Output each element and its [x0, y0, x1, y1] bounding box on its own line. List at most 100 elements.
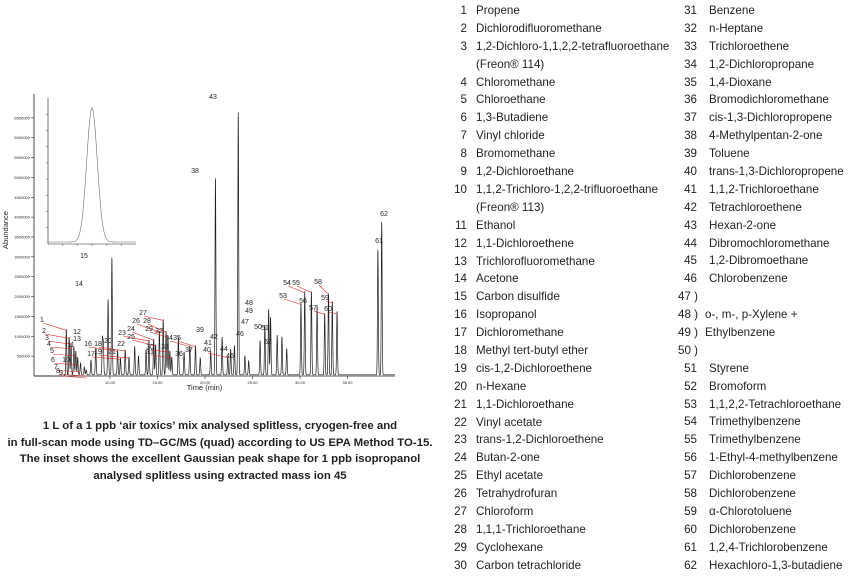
compound-name: Carbon tetrachloride [476, 558, 582, 572]
compound-number: 18 [454, 343, 467, 357]
compound-number: 20 [454, 379, 467, 393]
peak-label: 42 [210, 334, 218, 341]
compound-item: 24 Butan-2-one [448, 449, 678, 467]
peak-leader-line [150, 354, 172, 359]
compound-name: Dichloromethane [476, 326, 564, 340]
compound-item: 39 Toluene [678, 145, 848, 163]
compound-name: Chloroform [476, 504, 534, 518]
compound-name: Hexan-2-one [709, 218, 777, 232]
peak-leader-line [207, 352, 228, 359]
peak-leader-line [88, 346, 118, 352]
compound-item: 36 Bromodichloromethane [678, 91, 848, 109]
compound-name: Methyl tert-butyl ether [476, 343, 589, 357]
peak-label: 33 [161, 344, 169, 351]
peak-label: 8 [56, 368, 60, 375]
compound-number: 43 [684, 218, 697, 232]
compound-item: 59 α-Chlorotoluene [678, 503, 848, 521]
compound-name: 1,1,2-Trichloro-1,2,2-trifluoroethane (Fr… [476, 182, 658, 214]
peak-label: 6 [51, 357, 55, 364]
compound-item: 51 Styrene [678, 360, 848, 378]
compound-number: 13 [454, 254, 467, 268]
compound-number: 11 [454, 218, 467, 232]
compound-number: 55 [684, 433, 697, 447]
peak-leader-line [328, 311, 338, 315]
peak-leader-line [150, 349, 170, 353]
compound-item: 57 Dichlorobenzene [678, 467, 848, 485]
compound-name: Bromodichloromethane [709, 93, 829, 107]
compound-item: 7 Vinyl chloride [448, 127, 678, 145]
compound-name: cis-1,3-Dichloropropene [709, 111, 833, 125]
compound-number: 32 [684, 21, 697, 35]
compound-item: 40 trans-1,3-Dichloropropene [678, 163, 848, 181]
x-tick-label: 25.00 [247, 380, 258, 385]
compound-name: Benzene [709, 4, 755, 17]
compound-number: 45 [684, 254, 697, 268]
compound-number: 42 [684, 200, 697, 214]
compound-number: 31 [684, 4, 697, 17]
compound-item: 21 1,1-Dichloroethane [448, 396, 678, 414]
compound-number: 50 ) [678, 343, 698, 357]
compound-number: 58 [684, 487, 697, 501]
y-tick-label: 4500000 [14, 195, 30, 200]
peak-label: 5 [50, 348, 54, 355]
y-tick-label: 5000000 [14, 175, 30, 180]
compound-number: 53 [684, 397, 697, 411]
peak-label: 20 [104, 338, 112, 345]
compound-item: 13 Trichlorofluoromethane [448, 253, 678, 271]
peak-leader-line [283, 298, 302, 305]
y-axis-label: Abundance [1, 211, 10, 249]
peak-leader-line [58, 373, 85, 377]
compound-number: 61 [684, 540, 697, 554]
peak-label: 46 [236, 331, 244, 338]
peak-label: 54 [283, 280, 291, 287]
y-tick-label: 1500000 [14, 314, 30, 319]
peak-label: 37 [185, 347, 193, 354]
compound-name: Cyclohexane [476, 540, 544, 554]
compound-name: Vinyl chloride [476, 129, 545, 143]
compound-item: 4 Chloromethane [448, 74, 678, 92]
peak-label: 1 [40, 317, 44, 324]
compound-name: Trichloroethene [709, 39, 790, 53]
peak-label: 44 [220, 346, 228, 353]
compound-number: 29 [454, 540, 467, 554]
compound-name: Vinyl acetate [476, 415, 543, 429]
compound-name: 1,4-Dioxane [709, 75, 772, 89]
compound-item: 20 n-Hexane [448, 378, 678, 396]
compound-name: Dichlorobenzene [709, 469, 797, 483]
caption-line-1: 1 L of a 1 ppb ‘air toxics’ mix analysed… [42, 420, 398, 432]
peak-label: 17 [87, 351, 95, 358]
compound-item: 62 Hexachloro-1,3-butadiene [678, 557, 848, 575]
compound-item: 12 1,1-Dichloroethene [448, 235, 678, 253]
peak-label: 51 [261, 325, 269, 332]
compound-number: 35 [684, 75, 697, 89]
compound-number: 25 [454, 469, 467, 483]
peak-label: 3 [45, 335, 49, 342]
compound-number: 4 [460, 75, 467, 89]
compound-name: cis-1,2-Dichloroethene [476, 361, 592, 375]
peak-leader-line [56, 369, 81, 373]
compound-item: 26 Tetrahydrofuran [448, 485, 678, 503]
peak-label: 4 [47, 341, 51, 348]
peak-label: 32 [155, 328, 163, 335]
peak-label: 39 [196, 327, 204, 334]
compound-number: 22 [454, 415, 467, 429]
compound-item: 8 Bromomethane [448, 145, 678, 163]
compound-name: n-Hexane [476, 379, 527, 393]
compound-item: 6 1,3-Butadiene [448, 109, 678, 127]
compound-item: 34 1,2-Dichloropropane [678, 56, 848, 74]
compound-number: 2 [460, 21, 467, 35]
compound-item: 28 1,1,1-Trichloroethane [448, 521, 678, 539]
compound-number: 62 [684, 558, 697, 572]
peak-leader-line [136, 323, 160, 333]
peak-label: 13 [73, 336, 81, 343]
compound-item: 30 Carbon tetrachloride [448, 557, 678, 575]
compound-item: 29 Cyclohexane [448, 539, 678, 557]
peak-label: 11 [67, 342, 74, 349]
compound-item: 2 Dichlorodifluoromethane [448, 20, 678, 38]
caption-line-3: The inset shows the excellent Gaussian p… [19, 453, 421, 466]
peak-label: 56 [299, 298, 307, 305]
compound-name: Chloromethane [476, 75, 556, 89]
compound-item: 32 n-Heptane [678, 20, 848, 38]
compound-item: 19 cis-1,2-Dichloroethene [448, 360, 678, 378]
compound-number: 14 [454, 272, 467, 286]
